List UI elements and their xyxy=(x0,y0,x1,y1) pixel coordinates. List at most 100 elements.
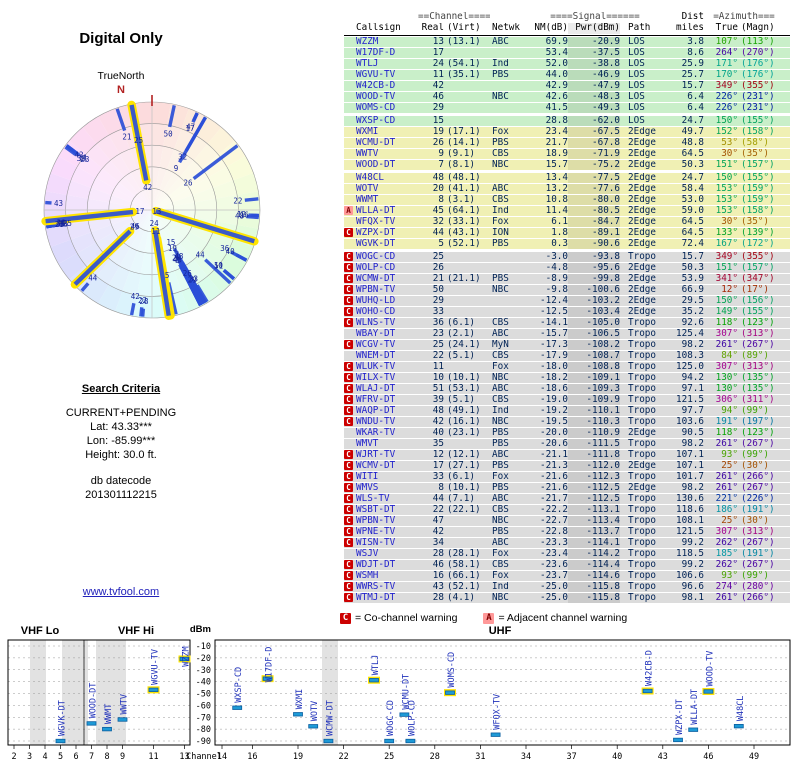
station-marker xyxy=(118,718,127,722)
cell-path: LOS xyxy=(620,92,664,102)
warning-marker-cell: C xyxy=(344,307,356,317)
cell-callsign: WDJT-DT xyxy=(356,560,418,570)
cell-pwr-dbm: -113.7 xyxy=(568,527,620,537)
cell-network: NBC xyxy=(490,92,526,102)
radar-channel-label: 21 xyxy=(122,133,131,142)
cell-real-channel: 33 xyxy=(418,472,444,482)
station-label: WXMI xyxy=(295,689,305,709)
cell-virtual-channel xyxy=(444,527,490,537)
cell-virtual-channel: (13.1) xyxy=(444,37,490,47)
cell-dist-miles: 118.6 xyxy=(664,505,704,515)
cell-pwr-dbm: -71.9 xyxy=(568,149,620,159)
radar-channel-label: 25 xyxy=(63,219,72,228)
cell-real-channel: 48 xyxy=(418,173,444,183)
cell-pwr-dbm: -108.8 xyxy=(568,362,620,372)
cell-azimuth-true: 25° xyxy=(704,516,738,526)
cell-path: 2Edge xyxy=(620,127,664,137)
cell-path: Tropo xyxy=(620,362,664,372)
cell-network xyxy=(490,263,526,273)
cell-nm-db: 41.5 xyxy=(526,103,568,113)
radar-channel-label: 42 xyxy=(131,292,140,301)
tvfool-link[interactable]: www.tvfool.com xyxy=(26,586,216,598)
co-channel-marker: C xyxy=(344,296,353,305)
cell-azimuth-magn: (58°) xyxy=(738,138,784,148)
cell-network: Fox xyxy=(490,571,526,581)
radar-channel-label: 32 xyxy=(178,152,187,161)
channel-tick-label: 37 xyxy=(566,752,576,762)
cell-nm-db: 52.0 xyxy=(526,59,568,69)
cell-virtual-channel: (48.1) xyxy=(444,173,490,183)
col-true: True xyxy=(704,23,738,34)
cell-path: LOS xyxy=(620,81,664,91)
cell-nm-db: -23.7 xyxy=(526,571,568,581)
cell-path: Tropo xyxy=(620,593,664,603)
cell-real-channel: 39 xyxy=(418,395,444,405)
col-miles: miles xyxy=(664,23,704,34)
cell-nm-db: 15.7 xyxy=(526,160,568,170)
channel-tick-label: 31 xyxy=(475,752,485,762)
cell-real-channel: 40 xyxy=(418,428,444,438)
cell-azimuth-magn: (191°) xyxy=(738,549,784,559)
cell-callsign: WPBN-TV xyxy=(356,516,418,526)
co-channel-marker: C xyxy=(344,505,353,514)
cell-network: CBS xyxy=(490,351,526,361)
cell-path: Tropo xyxy=(620,472,664,482)
cell-callsign: WGVK-DT xyxy=(356,239,418,249)
warning-marker-cell: C xyxy=(344,505,356,515)
cell-azimuth-true: 130° xyxy=(704,373,738,383)
cell-network xyxy=(490,103,526,113)
cell-path: 2Edge xyxy=(620,184,664,194)
cell-azimuth-magn: (280°) xyxy=(738,582,784,592)
warning-marker-cell: C xyxy=(344,274,356,284)
cell-real-channel: 21 xyxy=(418,274,444,284)
cell-network: Ind xyxy=(490,582,526,592)
channel-tick-label: 7 xyxy=(89,752,94,762)
co-channel-marker: C xyxy=(344,516,353,525)
warning-marker-cell xyxy=(344,549,356,559)
channel-tick-label: 49 xyxy=(749,752,759,762)
station-label: WOGC-CD xyxy=(386,700,396,736)
cell-path: Tropo xyxy=(620,516,664,526)
cell-pwr-dbm: -103.4 xyxy=(568,307,620,317)
cell-network: PBS xyxy=(490,461,526,471)
station-marker xyxy=(734,724,743,728)
cell-network: MyN xyxy=(490,340,526,350)
cell-real-channel: 7 xyxy=(418,160,444,170)
cell-real-channel: 48 xyxy=(418,406,444,416)
cell-pwr-dbm: -113.4 xyxy=(568,516,620,526)
station-marker xyxy=(324,739,333,743)
cell-azimuth-true: 149° xyxy=(704,307,738,317)
cell-callsign: WOHO-CD xyxy=(356,307,418,317)
cell-path: 2Edge xyxy=(620,296,664,306)
col-virt: (Virt) xyxy=(444,23,490,34)
station-marker xyxy=(446,691,455,695)
cell-azimuth-true: 151° xyxy=(704,263,738,273)
channel-tick-label: 11 xyxy=(148,752,158,762)
cell-callsign: WMVS xyxy=(356,483,418,493)
station-label: WZZM xyxy=(182,646,192,666)
warning-marker-cell xyxy=(344,59,356,69)
cell-azimuth-magn: (266°) xyxy=(738,593,784,603)
cell-path: 2Edge xyxy=(620,206,664,216)
cell-real-channel: 5 xyxy=(418,239,444,249)
cell-callsign: WFQX-TV xyxy=(356,217,418,227)
cell-nm-db: 42.9 xyxy=(526,81,568,91)
cell-virtual-channel xyxy=(444,362,490,372)
search-criteria-block: Search Criteria CURRENT+PENDING Lat: 43.… xyxy=(26,382,216,502)
cell-azimuth-magn: (197°) xyxy=(738,417,784,427)
warning-marker-cell: C xyxy=(344,252,356,262)
cell-nm-db: 42.6 xyxy=(526,92,568,102)
cell-dist-miles: 59.0 xyxy=(664,206,704,216)
group-channel: ==Channel==== xyxy=(418,12,490,22)
cell-azimuth-true: 349° xyxy=(704,81,738,91)
radar-channel-label: 15 xyxy=(166,238,175,247)
col-path: Path xyxy=(620,23,664,34)
